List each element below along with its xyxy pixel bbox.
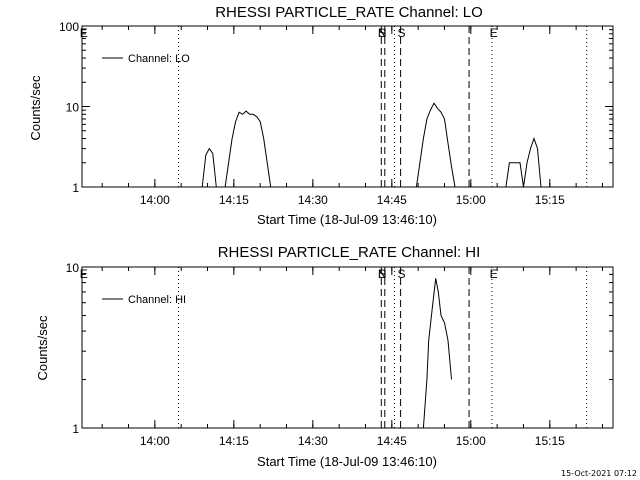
event-marker-label: S [397, 267, 405, 281]
hi-x-axis-label: Start Time (18-Jul-09 13:46:10) [257, 454, 437, 469]
x-tick-label: 14:45 [377, 434, 407, 448]
series-line [201, 102, 542, 188]
event-marker-label: E [490, 267, 498, 281]
hi-chart-title: RHESSI PARTICLE_RATE Channel: HI [218, 244, 481, 261]
x-tick-label: 14:15 [219, 434, 249, 448]
y-tick-label: 10 [66, 261, 80, 275]
x-tick-label: 15:15 [535, 434, 565, 448]
x-tick-label: 15:00 [456, 193, 486, 207]
y-tick-label: 10 [66, 101, 80, 115]
x-tick-label: 15:00 [456, 434, 486, 448]
x-tick-label: 14:30 [298, 193, 328, 207]
x-tick-label: 14:45 [377, 193, 407, 207]
series-line [422, 278, 452, 429]
hi-y-axis-label: Counts/sec [35, 315, 50, 381]
legend-entry: Channel: HI [128, 294, 186, 306]
x-tick-label: 15:15 [535, 193, 565, 207]
plot-frame [81, 25, 614, 188]
event-marker-label: S [378, 26, 386, 40]
event-marker-label: N [378, 26, 387, 40]
y-tick-label: 1 [72, 422, 79, 436]
x-tick-label: 14:15 [219, 193, 249, 207]
generated-timestamp: 15-Oct-2021 07:12 [561, 469, 637, 478]
event-marker-label: S [397, 26, 405, 40]
hi-channel-panel: RHESSI PARTICLE_RATE Channel: HI Start T… [35, 244, 614, 469]
event-marker-label: E [80, 267, 88, 281]
lo-x-axis-label: Start Time (18-Jul-09 13:46:10) [257, 212, 437, 227]
event-marker-label: S [378, 267, 386, 281]
event-marker-label: N [378, 267, 387, 281]
lo-channel-panel: RHESSI PARTICLE_RATE Channel: LO Start T… [28, 4, 614, 227]
y-tick-label: 1 [72, 181, 79, 195]
x-tick-label: 14:00 [140, 193, 170, 207]
plot-frame [81, 266, 614, 429]
lo-chart-title: RHESSI PARTICLE_RATE Channel: LO [215, 4, 483, 21]
event-marker-label: E [490, 26, 498, 40]
legend-entry: Channel: LO [128, 53, 190, 65]
lo-y-axis-label: Counts/sec [28, 75, 43, 141]
x-tick-label: 14:30 [298, 434, 328, 448]
y-tick-label: 100 [59, 20, 79, 34]
event-marker-label: E [80, 26, 88, 40]
x-tick-label: 14:00 [140, 434, 170, 448]
